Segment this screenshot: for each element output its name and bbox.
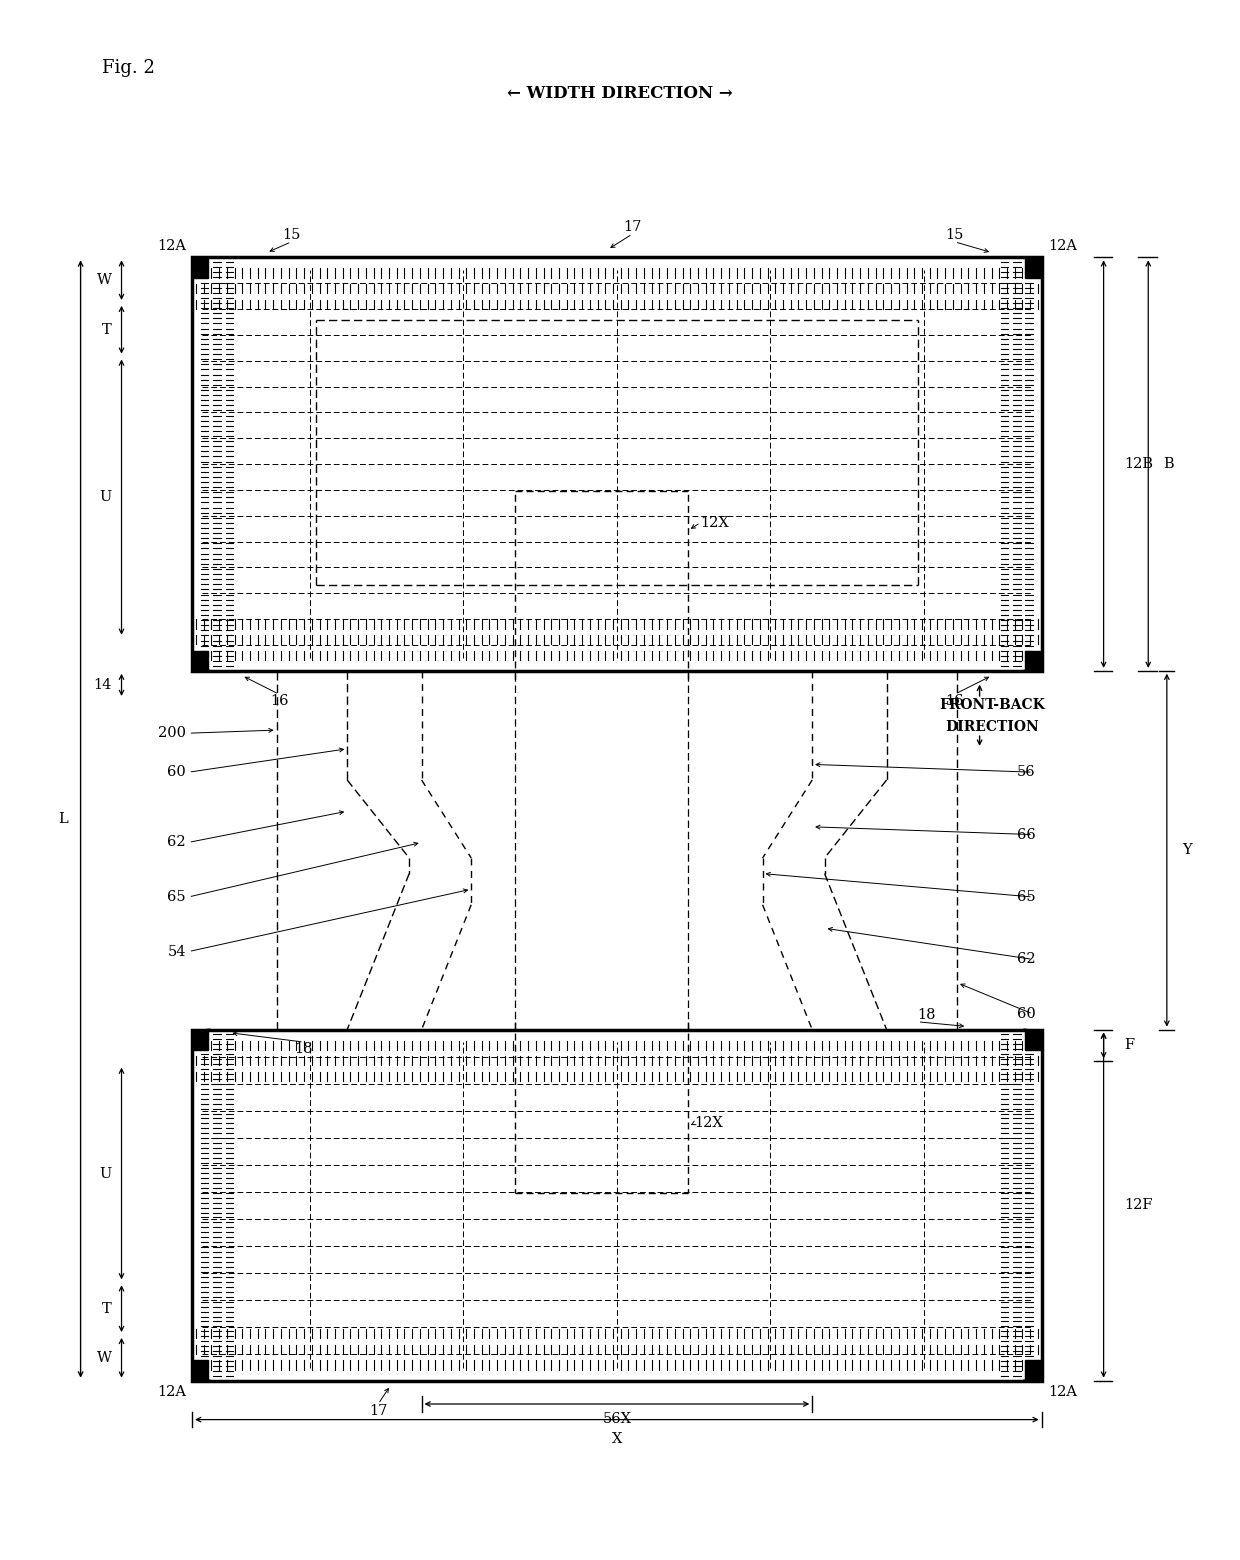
Text: 200: 200 <box>157 727 186 739</box>
Text: 18: 18 <box>918 1008 936 1022</box>
Text: 12X: 12X <box>694 1117 723 1129</box>
Text: 60: 60 <box>1017 1008 1035 1020</box>
Bar <box>192 651 208 671</box>
Text: ← WIDTH DIRECTION →: ← WIDTH DIRECTION → <box>507 86 733 101</box>
Text: 56X: 56X <box>603 1412 631 1426</box>
Text: 62: 62 <box>167 836 186 849</box>
Text: 56: 56 <box>1017 766 1035 778</box>
Text: 12X: 12X <box>701 516 729 529</box>
Text: 54: 54 <box>167 945 186 958</box>
Text: 16: 16 <box>946 694 963 708</box>
Text: 12B: 12B <box>1125 457 1153 471</box>
Text: 66: 66 <box>1017 828 1035 841</box>
Bar <box>1025 257 1042 278</box>
Text: X: X <box>611 1432 622 1446</box>
Bar <box>1025 1030 1042 1050</box>
Text: U: U <box>99 490 112 504</box>
Bar <box>192 257 208 278</box>
Text: 12A: 12A <box>1048 1385 1076 1399</box>
Text: U: U <box>99 1167 112 1181</box>
Text: F: F <box>1125 1039 1135 1053</box>
Bar <box>192 257 1042 671</box>
Text: 65: 65 <box>167 891 186 903</box>
Text: 14: 14 <box>93 679 112 691</box>
Bar <box>192 1360 208 1381</box>
Text: Fig. 2: Fig. 2 <box>102 59 155 78</box>
Text: 18: 18 <box>295 1042 312 1056</box>
Text: 65: 65 <box>1017 891 1035 903</box>
Text: 12A: 12A <box>157 239 186 253</box>
Text: 12A: 12A <box>1048 239 1076 253</box>
Text: 62: 62 <box>1017 953 1035 966</box>
Text: 12F: 12F <box>1125 1198 1153 1212</box>
Text: T: T <box>102 1301 112 1315</box>
Text: 15: 15 <box>946 228 963 242</box>
Text: FRONT-BACK: FRONT-BACK <box>939 699 1045 711</box>
Text: 60: 60 <box>167 766 186 778</box>
Text: W: W <box>97 273 112 287</box>
Text: 12A: 12A <box>157 1385 186 1399</box>
Text: 16: 16 <box>270 694 288 708</box>
Text: Y: Y <box>1182 844 1192 856</box>
Text: W: W <box>97 1351 112 1365</box>
Text: L: L <box>58 813 68 825</box>
Text: B: B <box>1163 457 1174 471</box>
Bar <box>1025 1360 1042 1381</box>
Text: DIRECTION: DIRECTION <box>945 721 1039 733</box>
Bar <box>192 1030 208 1050</box>
Text: 17: 17 <box>624 220 641 234</box>
Text: 17: 17 <box>370 1404 387 1418</box>
Bar <box>192 1030 1042 1381</box>
Bar <box>1025 651 1042 671</box>
Text: T: T <box>102 323 112 337</box>
Text: 15: 15 <box>283 228 300 242</box>
